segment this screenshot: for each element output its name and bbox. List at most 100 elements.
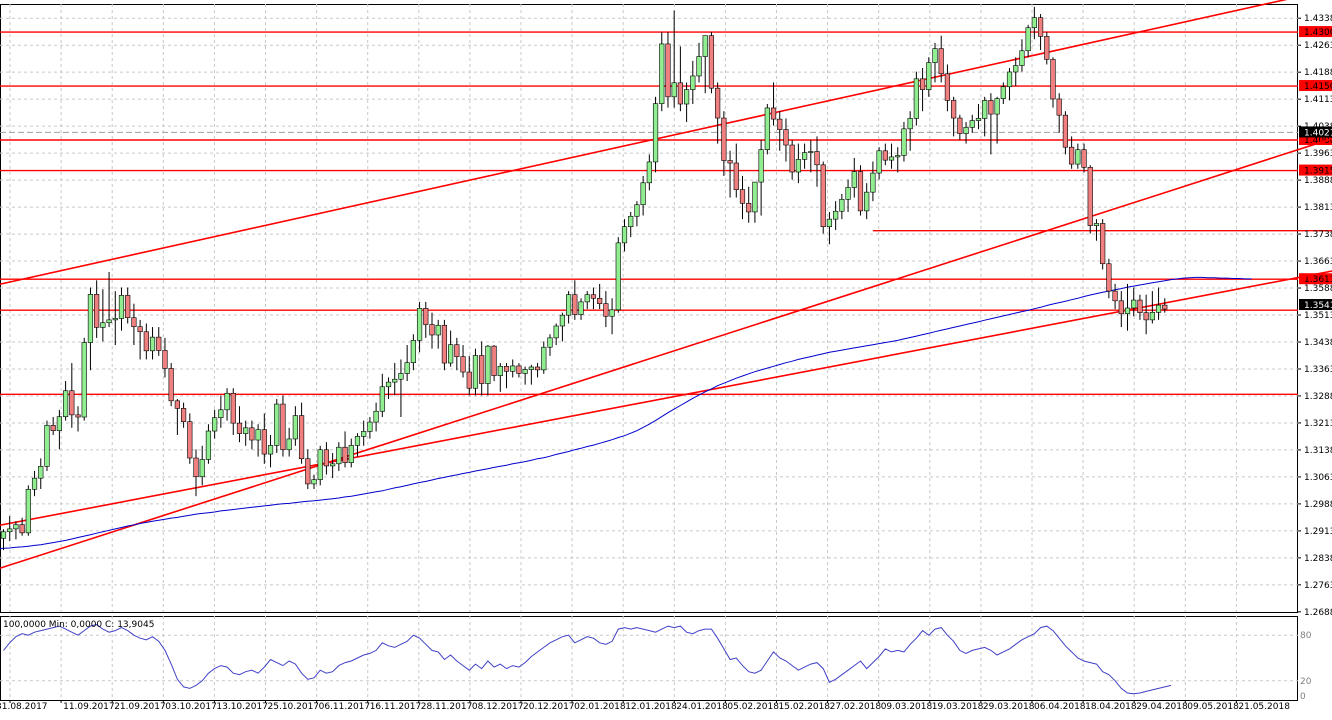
candle-bear [597, 297, 603, 304]
price-tick-label: 1.40385 [1304, 122, 1332, 132]
moving-average-layer [0, 276, 1252, 550]
candle-bull [410, 340, 416, 363]
candle-bear [137, 326, 143, 333]
candle-bear [1081, 149, 1087, 168]
candle-bull [112, 318, 118, 321]
candle-bull [448, 344, 454, 364]
candle-bull [243, 427, 249, 434]
candle-bull [1013, 65, 1019, 73]
candle-bull [1000, 86, 1006, 99]
candle-bear [721, 117, 727, 161]
candle-bull [888, 156, 895, 161]
candle-bull [994, 98, 1000, 115]
date-tick-label: 29.03.2018 [983, 702, 1035, 712]
price-tick-label: 1.34385 [1304, 338, 1332, 348]
candle-bull [671, 82, 677, 98]
candle-bull [286, 438, 292, 451]
candle-bear [280, 403, 286, 451]
candle-bull [969, 120, 975, 128]
candle-bear [131, 317, 137, 328]
candle-bear [305, 458, 311, 485]
candle-bull [330, 463, 336, 467]
price-tick-label: 1.41135 [1304, 95, 1332, 105]
candle-bull [870, 172, 876, 193]
price-tick-label: 1.30635 [1304, 473, 1332, 483]
candle-bull [435, 324, 441, 336]
candle-bull [62, 390, 69, 417]
date-tick-label: 12.01.2018 [625, 702, 677, 712]
candle-bull [87, 294, 94, 343]
candle-bear [168, 368, 174, 402]
candle-bull [274, 403, 280, 446]
candle-bear [94, 294, 100, 328]
candle-bull [472, 355, 479, 389]
candle-bear [572, 294, 578, 315]
candle-bull [640, 182, 646, 206]
trendline [0, 0, 1288, 285]
candle-bull [839, 199, 845, 212]
candle-bull [1124, 307, 1131, 315]
candle-bull [7, 528, 13, 533]
candle-bear [156, 336, 162, 351]
candle-bull [404, 362, 410, 374]
candle-bear [1100, 223, 1106, 265]
candle-bear [603, 303, 609, 317]
candle-bull [541, 346, 547, 371]
oscillator-panel-frame [0, 616, 1298, 701]
date-tick-label: 25.10.2017 [268, 702, 320, 712]
level-price-tag [1299, 80, 1332, 92]
level-lines-layer[interactable]: 1.43000 1.41500 1.40000 1.39150 1.36130 [0, 0, 1332, 595]
candle-bear [125, 295, 131, 319]
date-tick-label: 15.02.2018 [779, 702, 831, 712]
candle-bull [895, 155, 901, 158]
candle-bull [808, 151, 814, 153]
candle-bull [1006, 71, 1013, 88]
candle-bear [665, 43, 671, 98]
candle-bear [727, 160, 733, 164]
candle-bull [385, 381, 392, 388]
candle-bull [1093, 223, 1100, 226]
candle-bull [361, 431, 367, 437]
candle-bear [590, 294, 597, 299]
candle-bull [913, 78, 919, 119]
date-tick-label: 02.01.2018 [574, 702, 626, 712]
trendline [0, 270, 1332, 527]
date-tick-label: 20.12.2017 [523, 702, 575, 712]
candle-bear [919, 78, 926, 90]
candle-bear [957, 117, 963, 134]
date-tick-label: 03.10.2017 [165, 702, 217, 712]
date-tick-label: 29.04.2018 [1136, 702, 1188, 712]
candle-bull [659, 43, 665, 104]
candle-bull [864, 191, 870, 212]
dashed-price-tag-background [1299, 126, 1332, 138]
candle-bear [708, 35, 715, 89]
candle-bull [218, 409, 224, 419]
candle-bull [975, 118, 982, 121]
candle-bull [932, 48, 938, 63]
candle-bull [833, 210, 839, 220]
candle-bear [944, 73, 951, 101]
date-tick-label: 19.03.2018 [932, 702, 984, 712]
candle-bear [174, 400, 180, 409]
moving-average-line [0, 276, 1252, 550]
candle-bull [317, 449, 323, 480]
candle-bull [1031, 17, 1037, 29]
candle-bear [503, 365, 510, 372]
date-tick-label: 28.11.2017 [421, 702, 473, 712]
candles-layer [0, 6, 1168, 551]
candle-bull [292, 415, 298, 440]
candle-bull [826, 218, 833, 227]
date-tick-label: 05.02.2018 [727, 702, 779, 712]
candle-bull [982, 100, 988, 119]
candle-bear [1118, 300, 1124, 315]
candle-bull [311, 479, 317, 485]
candle-bear [429, 324, 435, 336]
date-tick-label: 08.12.2017 [472, 702, 524, 712]
price-tick-label: 1.36635 [1304, 257, 1332, 267]
candle-bear [1112, 290, 1118, 302]
candle-bull [1075, 149, 1081, 165]
candle-bear [951, 100, 957, 119]
level-price-tag-label: 1.39150 [1304, 167, 1332, 177]
